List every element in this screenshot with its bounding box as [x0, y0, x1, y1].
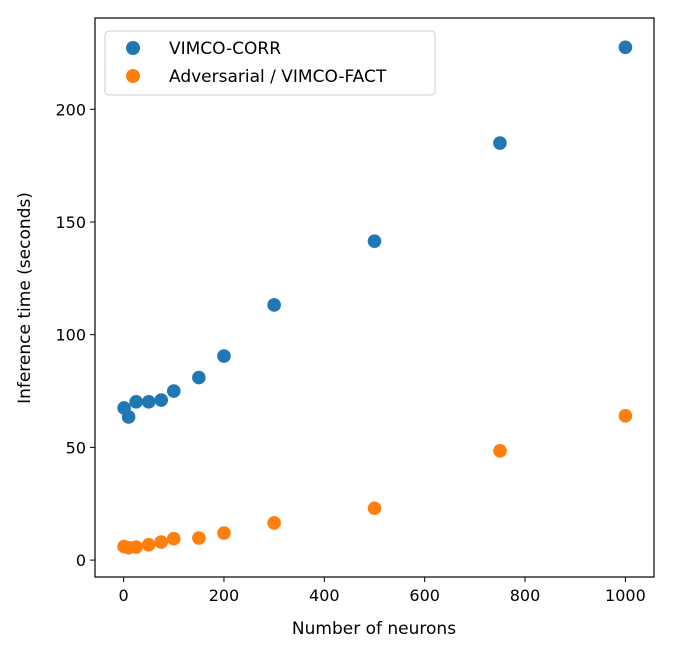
legend-label-adversarial-vimco-fact: Adversarial / VIMCO-FACT: [169, 67, 387, 87]
point-adversarial-vimco-fact: [267, 516, 281, 530]
y-tick-label: 0: [76, 551, 86, 570]
axis-ticks: 0 200 400 600 800 1000 0 50 100 150 200: [55, 100, 645, 605]
y-tick-label: 150: [55, 213, 86, 232]
point-vimco-corr: [166, 384, 181, 398]
point-adversarial-vimco-fact: [166, 531, 181, 546]
point-adversarial-vimco-fact: [154, 535, 169, 549]
point-vimco-corr: [217, 349, 231, 363]
point-adversarial-vimco-fact: [129, 540, 143, 554]
x-tick-label: 600: [409, 586, 440, 605]
point-adversarial-vimco-fact: [367, 501, 382, 516]
point-adversarial-vimco-fact: [141, 537, 156, 552]
point-adversarial-vimco-fact: [618, 409, 633, 423]
point-vimco-corr: [493, 136, 507, 150]
point-vimco-corr: [267, 298, 281, 312]
x-axis-label: Number of neurons: [292, 619, 456, 639]
point-vimco-corr: [121, 410, 136, 424]
legend-box: [104, 30, 436, 96]
y-tick-label: 100: [55, 326, 86, 345]
y-axis-label: Inference time (seconds): [15, 192, 35, 404]
point-adversarial-vimco-fact: [217, 526, 231, 540]
legend-marker-adversarial-vimco-fact: [126, 69, 140, 83]
point-vimco-corr: [192, 370, 206, 385]
point-vimco-corr: [618, 40, 633, 55]
x-tick-label: 1000: [605, 586, 646, 605]
legend-marker-vimco-corr: [126, 41, 140, 55]
data-marks: [117, 40, 633, 555]
point-vimco-corr: [141, 395, 156, 409]
point-vimco-corr: [129, 395, 143, 409]
point-adversarial-vimco-fact: [493, 443, 507, 458]
x-tick-label: 400: [309, 586, 340, 605]
y-tick-label: 200: [55, 100, 86, 119]
legend: VIMCO-CORR Adversarial / VIMCO-FACT: [104, 30, 436, 96]
point-adversarial-vimco-fact: [192, 531, 206, 545]
x-tick-label: 200: [209, 586, 240, 605]
legend-label-vimco-corr: VIMCO-CORR: [169, 39, 281, 59]
point-vimco-corr: [154, 393, 169, 407]
point-vimco-corr: [367, 234, 382, 248]
x-tick-label: 0: [119, 586, 129, 605]
plot-frame: [94, 17, 655, 578]
x-tick-label: 800: [510, 586, 541, 605]
y-tick-label: 50: [66, 438, 86, 457]
